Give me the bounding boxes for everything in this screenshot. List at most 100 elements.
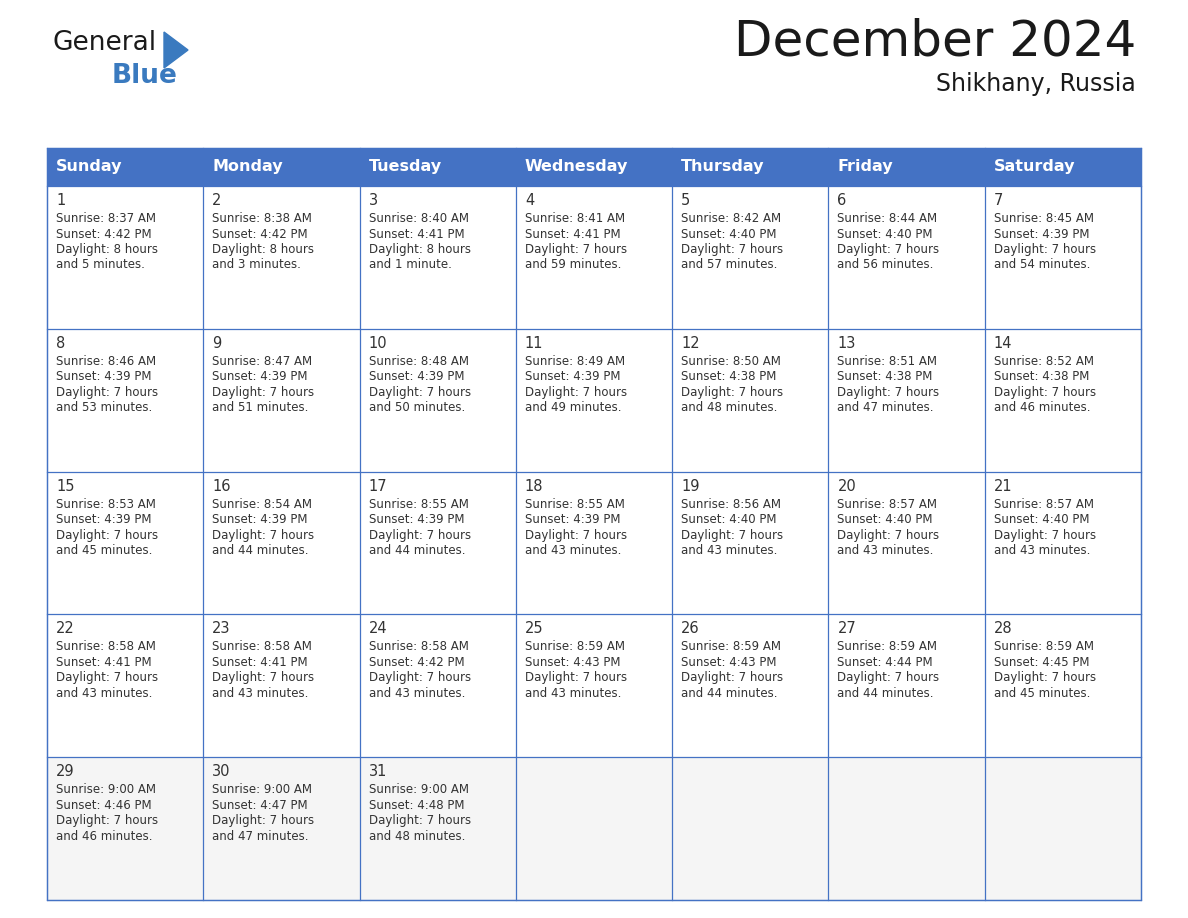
Text: 7: 7 (993, 193, 1003, 208)
Bar (828, 614, 985, 757)
Text: Sunset: 4:45 PM: Sunset: 4:45 PM (993, 655, 1089, 669)
Text: Daylight: 7 hours: Daylight: 7 hours (525, 243, 627, 256)
Text: Sunset: 4:40 PM: Sunset: 4:40 PM (681, 513, 777, 526)
Text: Sunrise: 8:45 AM: Sunrise: 8:45 AM (993, 212, 1094, 225)
Text: and 48 minutes.: and 48 minutes. (368, 830, 465, 843)
Text: Sunset: 4:39 PM: Sunset: 4:39 PM (56, 370, 152, 384)
Bar (828, 757, 985, 900)
Bar (360, 472, 516, 614)
Text: Daylight: 7 hours: Daylight: 7 hours (993, 671, 1095, 685)
Bar (828, 472, 985, 614)
Text: Daylight: 7 hours: Daylight: 7 hours (993, 529, 1095, 542)
Text: Sunrise: 8:58 AM: Sunrise: 8:58 AM (213, 641, 312, 654)
Text: and 46 minutes.: and 46 minutes. (56, 830, 152, 843)
Text: Sunrise: 8:55 AM: Sunrise: 8:55 AM (525, 498, 625, 510)
Text: Sunrise: 8:58 AM: Sunrise: 8:58 AM (56, 641, 156, 654)
Text: Sunset: 4:40 PM: Sunset: 4:40 PM (838, 513, 933, 526)
Text: Daylight: 7 hours: Daylight: 7 hours (368, 814, 470, 827)
Text: and 44 minutes.: and 44 minutes. (838, 687, 934, 700)
Text: Sunset: 4:39 PM: Sunset: 4:39 PM (525, 513, 620, 526)
Text: Daylight: 7 hours: Daylight: 7 hours (213, 671, 315, 685)
Text: Sunrise: 8:59 AM: Sunrise: 8:59 AM (681, 641, 782, 654)
Text: 9: 9 (213, 336, 221, 351)
Text: 11: 11 (525, 336, 543, 351)
Text: Sunrise: 8:38 AM: Sunrise: 8:38 AM (213, 212, 312, 225)
Text: Sunrise: 8:55 AM: Sunrise: 8:55 AM (368, 498, 468, 510)
Text: Daylight: 7 hours: Daylight: 7 hours (56, 814, 158, 827)
Text: Sunset: 4:42 PM: Sunset: 4:42 PM (213, 228, 308, 241)
Text: Daylight: 7 hours: Daylight: 7 hours (681, 671, 783, 685)
Text: Sunset: 4:47 PM: Sunset: 4:47 PM (213, 799, 308, 812)
Text: 15: 15 (56, 478, 75, 494)
Text: and 43 minutes.: and 43 minutes. (56, 687, 152, 700)
Bar (985, 757, 1140, 900)
Text: Sunset: 4:39 PM: Sunset: 4:39 PM (213, 513, 308, 526)
Text: Daylight: 7 hours: Daylight: 7 hours (681, 386, 783, 398)
Bar (360, 614, 516, 757)
Bar (203, 757, 360, 900)
Text: Daylight: 7 hours: Daylight: 7 hours (993, 386, 1095, 398)
Bar (985, 148, 1140, 186)
Text: and 44 minutes.: and 44 minutes. (368, 544, 465, 557)
Text: Wednesday: Wednesday (525, 160, 628, 174)
Text: Sunrise: 8:52 AM: Sunrise: 8:52 AM (993, 354, 1094, 368)
Text: 4: 4 (525, 193, 535, 208)
Text: and 47 minutes.: and 47 minutes. (838, 401, 934, 414)
Text: Sunset: 4:39 PM: Sunset: 4:39 PM (56, 513, 152, 526)
Text: 29: 29 (56, 764, 75, 779)
Bar (48, 186, 203, 329)
Text: Daylight: 7 hours: Daylight: 7 hours (368, 671, 470, 685)
Text: Sunset: 4:39 PM: Sunset: 4:39 PM (525, 370, 620, 384)
Text: and 59 minutes.: and 59 minutes. (525, 259, 621, 272)
Text: Sunrise: 8:59 AM: Sunrise: 8:59 AM (993, 641, 1094, 654)
Text: Sunrise: 9:00 AM: Sunrise: 9:00 AM (213, 783, 312, 796)
Text: Sunset: 4:41 PM: Sunset: 4:41 PM (56, 655, 152, 669)
Text: 14: 14 (993, 336, 1012, 351)
Text: Sunrise: 8:37 AM: Sunrise: 8:37 AM (56, 212, 156, 225)
Bar (516, 186, 672, 329)
Text: Daylight: 7 hours: Daylight: 7 hours (681, 529, 783, 542)
Bar (672, 472, 828, 614)
Text: Sunset: 4:40 PM: Sunset: 4:40 PM (681, 228, 777, 241)
Text: 20: 20 (838, 478, 857, 494)
Bar (985, 329, 1140, 472)
Text: 22: 22 (56, 621, 75, 636)
Text: and 44 minutes.: and 44 minutes. (681, 687, 778, 700)
Text: Sunrise: 8:44 AM: Sunrise: 8:44 AM (838, 212, 937, 225)
Text: 1: 1 (56, 193, 65, 208)
Text: 5: 5 (681, 193, 690, 208)
Bar (48, 614, 203, 757)
Text: Tuesday: Tuesday (368, 160, 442, 174)
Text: Sunrise: 8:53 AM: Sunrise: 8:53 AM (56, 498, 156, 510)
Text: Daylight: 8 hours: Daylight: 8 hours (368, 243, 470, 256)
Text: Sunset: 4:39 PM: Sunset: 4:39 PM (368, 370, 465, 384)
Text: Daylight: 7 hours: Daylight: 7 hours (213, 529, 315, 542)
Text: and 56 minutes.: and 56 minutes. (838, 259, 934, 272)
Bar (828, 148, 985, 186)
Text: and 51 minutes.: and 51 minutes. (213, 401, 309, 414)
Text: 31: 31 (368, 764, 387, 779)
Bar (672, 614, 828, 757)
Bar (516, 757, 672, 900)
Text: and 57 minutes.: and 57 minutes. (681, 259, 777, 272)
Text: 26: 26 (681, 621, 700, 636)
Text: and 43 minutes.: and 43 minutes. (368, 687, 465, 700)
Bar (672, 186, 828, 329)
Text: Daylight: 7 hours: Daylight: 7 hours (368, 386, 470, 398)
Text: December 2024: December 2024 (734, 18, 1136, 66)
Text: Sunset: 4:46 PM: Sunset: 4:46 PM (56, 799, 152, 812)
Text: Daylight: 7 hours: Daylight: 7 hours (56, 529, 158, 542)
Text: and 50 minutes.: and 50 minutes. (368, 401, 465, 414)
Text: 16: 16 (213, 478, 230, 494)
Text: Daylight: 8 hours: Daylight: 8 hours (56, 243, 158, 256)
Bar (48, 329, 203, 472)
Text: Daylight: 7 hours: Daylight: 7 hours (368, 529, 470, 542)
Text: Sunset: 4:48 PM: Sunset: 4:48 PM (368, 799, 465, 812)
Bar (985, 614, 1140, 757)
Bar (516, 148, 672, 186)
Text: Sunrise: 9:00 AM: Sunrise: 9:00 AM (368, 783, 468, 796)
Text: Monday: Monday (213, 160, 283, 174)
Text: Sunrise: 8:59 AM: Sunrise: 8:59 AM (838, 641, 937, 654)
Text: 8: 8 (56, 336, 65, 351)
Text: and 53 minutes.: and 53 minutes. (56, 401, 152, 414)
